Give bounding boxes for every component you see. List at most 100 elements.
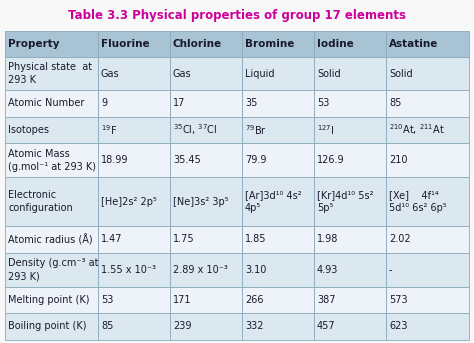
- Bar: [5, 226, 98, 252]
- Text: 1.75: 1.75: [173, 234, 195, 244]
- Text: 17: 17: [173, 98, 185, 108]
- Bar: [314, 177, 386, 226]
- Text: 53: 53: [101, 295, 113, 305]
- Text: Astatine: Astatine: [389, 39, 438, 49]
- Bar: [170, 117, 242, 143]
- Bar: [386, 31, 469, 57]
- Bar: [386, 117, 469, 143]
- Bar: [5, 117, 98, 143]
- Bar: [386, 252, 469, 287]
- Bar: [242, 287, 314, 313]
- Text: Solid: Solid: [389, 69, 412, 79]
- Text: Gas: Gas: [173, 69, 191, 79]
- Text: 2.89 x 10⁻³: 2.89 x 10⁻³: [173, 265, 228, 275]
- Text: 239: 239: [173, 321, 191, 331]
- Bar: [314, 90, 386, 117]
- Text: 1.55 x 10⁻³: 1.55 x 10⁻³: [101, 265, 156, 275]
- Text: Atomic Number: Atomic Number: [8, 98, 84, 108]
- Bar: [98, 177, 170, 226]
- Text: Electronic
configuration: Electronic configuration: [8, 190, 73, 213]
- Text: Isotopes: Isotopes: [8, 125, 49, 135]
- Text: Bromine: Bromine: [245, 39, 294, 49]
- Bar: [242, 57, 314, 90]
- Text: $^{19}$F: $^{19}$F: [101, 123, 117, 137]
- Bar: [242, 143, 314, 177]
- Text: Chlorine: Chlorine: [173, 39, 222, 49]
- Bar: [5, 31, 98, 57]
- Bar: [170, 90, 242, 117]
- Bar: [98, 31, 170, 57]
- Text: 53: 53: [317, 98, 329, 108]
- Text: 573: 573: [389, 295, 408, 305]
- Bar: [170, 57, 242, 90]
- Bar: [98, 226, 170, 252]
- Text: [Kr]4d¹⁰ 5s²
5p⁵: [Kr]4d¹⁰ 5s² 5p⁵: [317, 190, 374, 213]
- Bar: [386, 57, 469, 90]
- Bar: [5, 252, 98, 287]
- Bar: [98, 90, 170, 117]
- Text: 1.47: 1.47: [101, 234, 122, 244]
- Text: Gas: Gas: [101, 69, 119, 79]
- Bar: [5, 57, 98, 90]
- Bar: [170, 313, 242, 340]
- Text: 387: 387: [317, 295, 336, 305]
- Text: $^{127}$I: $^{127}$I: [317, 123, 334, 137]
- Text: Physical state  at
293 K: Physical state at 293 K: [8, 62, 92, 85]
- Bar: [5, 177, 98, 226]
- Text: 332: 332: [245, 321, 264, 331]
- Text: 266: 266: [245, 295, 264, 305]
- Bar: [242, 226, 314, 252]
- Text: [Ar]3d¹⁰ 4s²
4p⁵: [Ar]3d¹⁰ 4s² 4p⁵: [245, 190, 301, 213]
- Bar: [98, 252, 170, 287]
- Text: Density (g.cm⁻³ at
293 K): Density (g.cm⁻³ at 293 K): [8, 258, 99, 281]
- Bar: [98, 117, 170, 143]
- Text: Boiling point (K): Boiling point (K): [8, 321, 87, 331]
- Bar: [314, 252, 386, 287]
- Bar: [386, 226, 469, 252]
- Text: 1.98: 1.98: [317, 234, 338, 244]
- Bar: [242, 90, 314, 117]
- Text: $^{35}$Cl, $^{37}$Cl: $^{35}$Cl, $^{37}$Cl: [173, 122, 218, 137]
- Bar: [314, 287, 386, 313]
- Text: Iodine: Iodine: [317, 39, 354, 49]
- Text: Solid: Solid: [317, 69, 341, 79]
- Text: 2.02: 2.02: [389, 234, 410, 244]
- Bar: [5, 143, 98, 177]
- Text: [He]2s² 2p⁵: [He]2s² 2p⁵: [101, 197, 157, 207]
- Text: [Xe]    4f¹⁴
5d¹⁰ 6s² 6p⁵: [Xe] 4f¹⁴ 5d¹⁰ 6s² 6p⁵: [389, 190, 447, 213]
- Text: Liquid: Liquid: [245, 69, 274, 79]
- Bar: [242, 252, 314, 287]
- Bar: [242, 313, 314, 340]
- Bar: [5, 287, 98, 313]
- Text: 1.85: 1.85: [245, 234, 266, 244]
- Bar: [5, 313, 98, 340]
- Text: 85: 85: [389, 98, 401, 108]
- Text: 623: 623: [389, 321, 408, 331]
- Text: 35.45: 35.45: [173, 155, 201, 165]
- Text: Table 3.3 Physical properties of group 17 elements: Table 3.3 Physical properties of group 1…: [68, 9, 406, 22]
- Bar: [98, 287, 170, 313]
- Bar: [242, 117, 314, 143]
- Text: $^{210}$At, $^{211}$At: $^{210}$At, $^{211}$At: [389, 122, 445, 137]
- Bar: [98, 143, 170, 177]
- Bar: [170, 252, 242, 287]
- Bar: [5, 90, 98, 117]
- Bar: [170, 31, 242, 57]
- Bar: [170, 287, 242, 313]
- Text: Fluorine: Fluorine: [101, 39, 150, 49]
- Bar: [386, 143, 469, 177]
- Bar: [170, 143, 242, 177]
- Text: 79.9: 79.9: [245, 155, 266, 165]
- Text: 210: 210: [389, 155, 408, 165]
- Bar: [314, 57, 386, 90]
- Text: 171: 171: [173, 295, 191, 305]
- Text: [Ne]3s² 3p⁵: [Ne]3s² 3p⁵: [173, 197, 228, 207]
- Text: 126.9: 126.9: [317, 155, 345, 165]
- Bar: [98, 57, 170, 90]
- Bar: [314, 117, 386, 143]
- Bar: [242, 31, 314, 57]
- Text: -: -: [389, 265, 392, 275]
- Bar: [386, 177, 469, 226]
- Bar: [314, 143, 386, 177]
- Bar: [314, 31, 386, 57]
